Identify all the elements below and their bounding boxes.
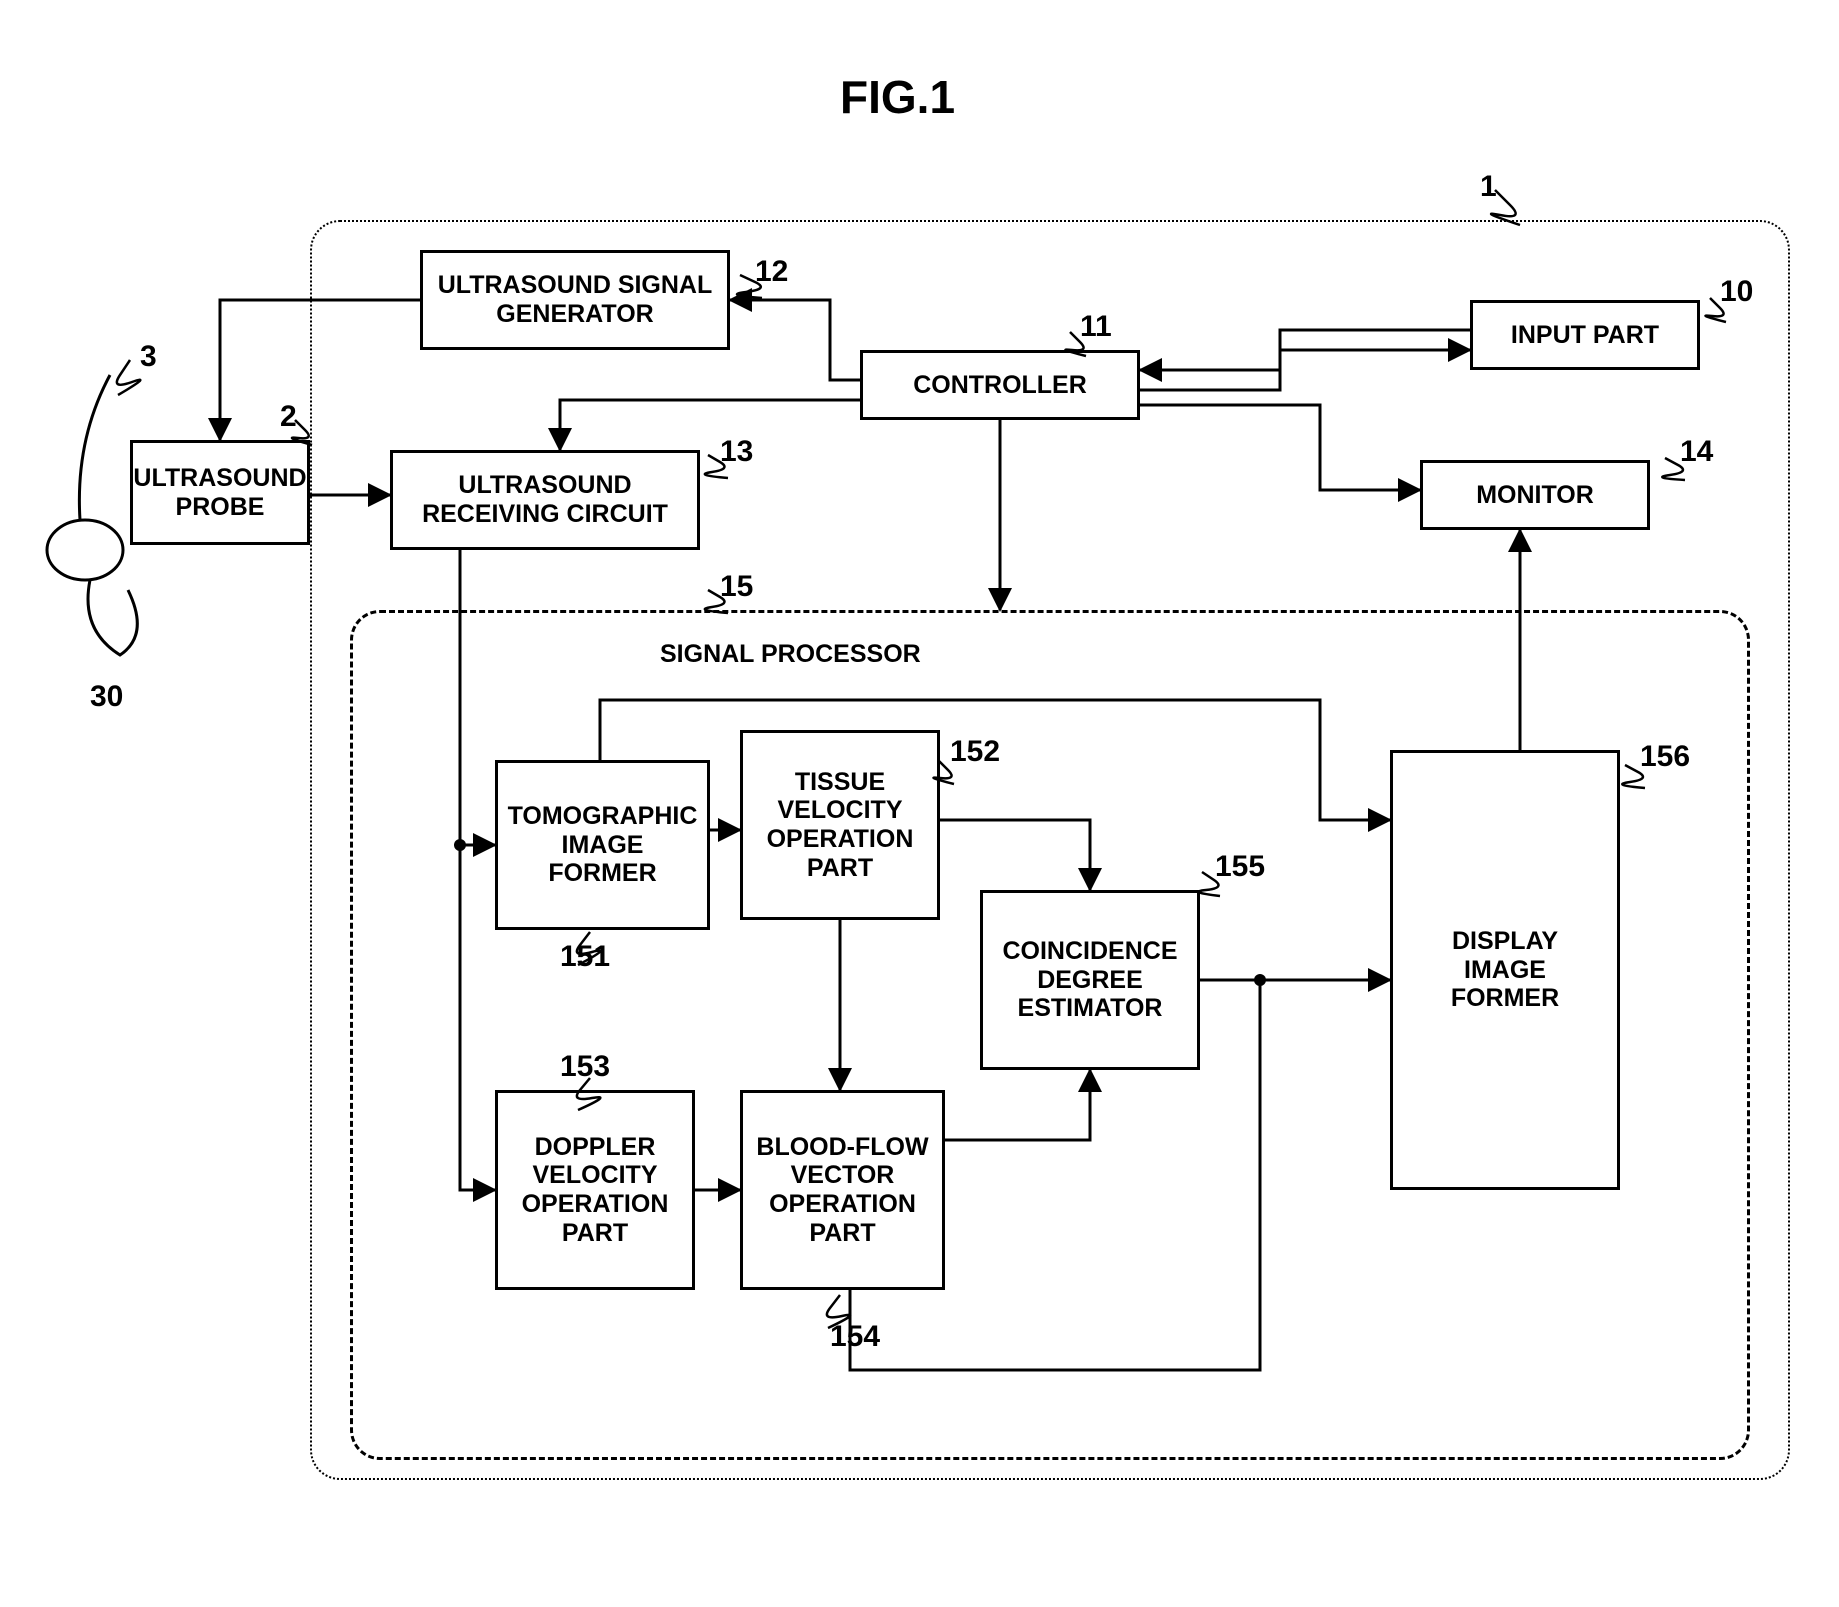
diagram-canvas: FIG.1 SIGNAL PROCESSOR ULTRASOUNDPROBE U… xyxy=(20,20,1839,1587)
connections-svg xyxy=(20,20,1839,1587)
patient-icon xyxy=(47,375,137,655)
